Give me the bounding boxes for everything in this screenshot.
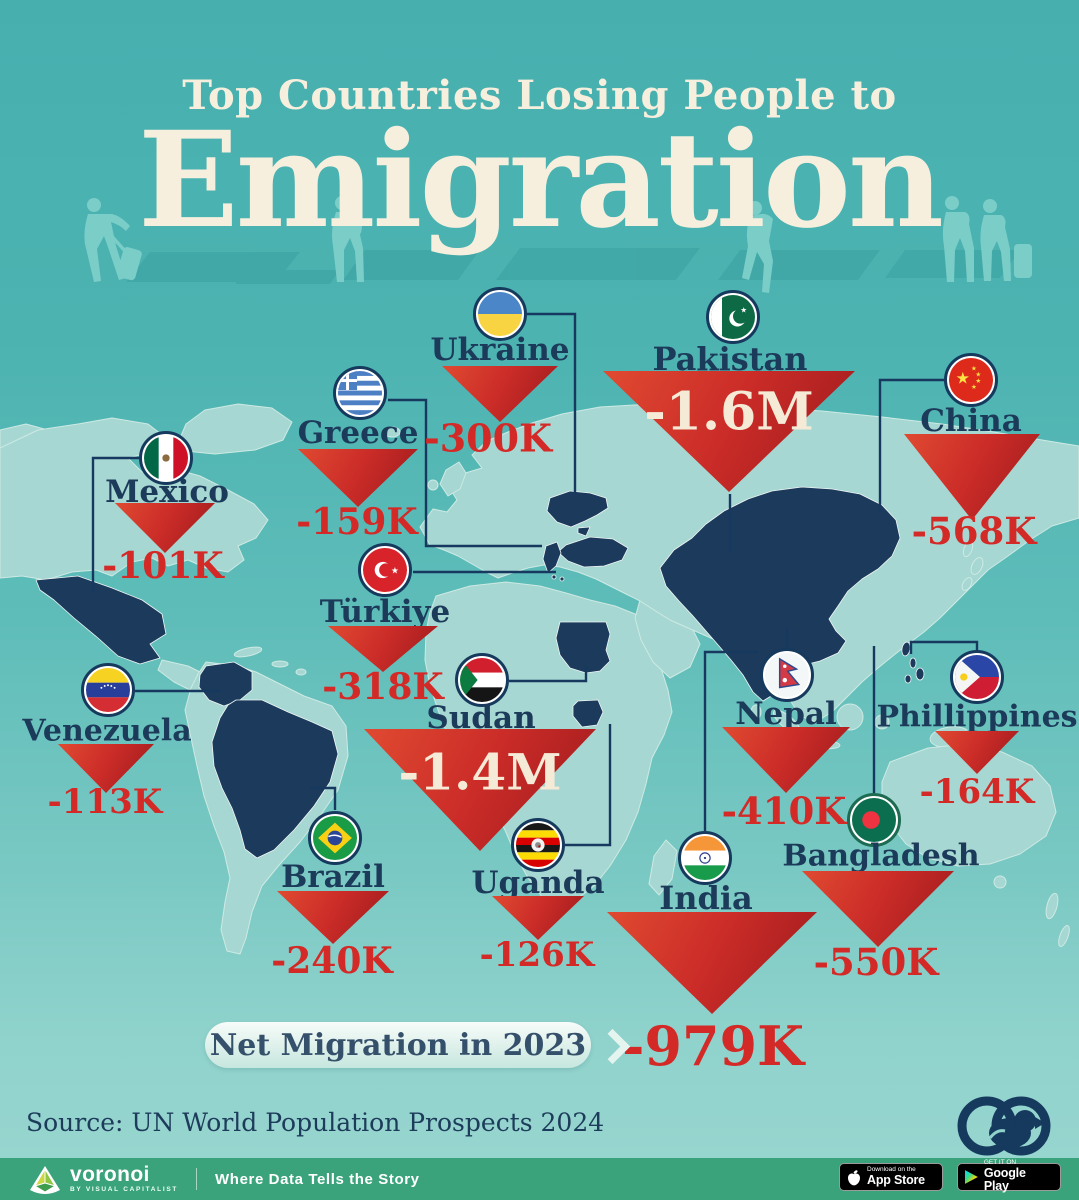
traveler-figures	[84, 196, 1032, 293]
google-play-icon	[965, 1170, 978, 1184]
country-shape-brazil	[211, 699, 339, 859]
country-shape-sudan	[555, 621, 611, 674]
continents	[0, 403, 1079, 955]
connector-line-sudan	[509, 666, 588, 683]
google-play-badge[interactable]: GET IT ON Google Play	[957, 1159, 1061, 1194]
connector-line-mexico	[91, 456, 139, 592]
apple-icon	[848, 1169, 860, 1185]
connector-line-greece	[388, 398, 542, 548]
title-line1: Top Countries Losing People to	[182, 72, 897, 119]
source-text: Source: UN World Population Prospects 20…	[26, 1108, 605, 1137]
footer-tagline: Where Data Tells the Story	[215, 1170, 420, 1188]
connector-line-phillippines	[909, 640, 979, 654]
traveler-silhouettes	[84, 196, 1032, 293]
footer-divider	[196, 1168, 198, 1190]
country-shape-ukraine	[546, 490, 609, 528]
google-play-small-text: GET IT ON	[983, 1159, 1017, 1167]
title-shadow-streaks	[126, 248, 1020, 284]
country-shape-mexico	[35, 575, 167, 665]
connector-line-india	[703, 650, 758, 831]
app-store-small-text: Download on the	[867, 1166, 916, 1174]
voronoi-brand-name: voronoi	[70, 1163, 150, 1187]
connector-line-china	[878, 378, 944, 512]
voronoi-logo-icon	[30, 1166, 60, 1194]
highlighted-countries	[35, 486, 925, 859]
google-play-big-text: Google Play	[983, 1166, 1026, 1194]
legend-pill: Net Migration in 2023	[205, 1022, 591, 1068]
page-title: Emigration	[138, 103, 944, 258]
legend-label: Net Migration in 2023	[209, 1027, 587, 1063]
country-shape-greece	[542, 541, 562, 574]
app-store-big-text: App Store	[867, 1172, 925, 1187]
country-shape-uganda	[572, 699, 604, 728]
callout-connectors	[91, 312, 979, 847]
connector-line-brazil	[310, 786, 337, 810]
voronoi-brand-sub: BY VISUAL CAPITALIST	[70, 1186, 179, 1194]
store-badges: Download on the App Store GET IT ON Goog…	[839, 1159, 1061, 1194]
voronoi-brand[interactable]: voronoi BY VISUAL CAPITALIST	[28, 1164, 178, 1194]
country-shape-south-asia-china	[659, 486, 901, 702]
country-shape-turkiye	[557, 536, 629, 568]
connector-line-ukraine	[527, 312, 577, 494]
voronoi-bird-logo	[957, 1096, 1051, 1156]
app-store-badge[interactable]: Download on the App Store	[839, 1163, 943, 1191]
